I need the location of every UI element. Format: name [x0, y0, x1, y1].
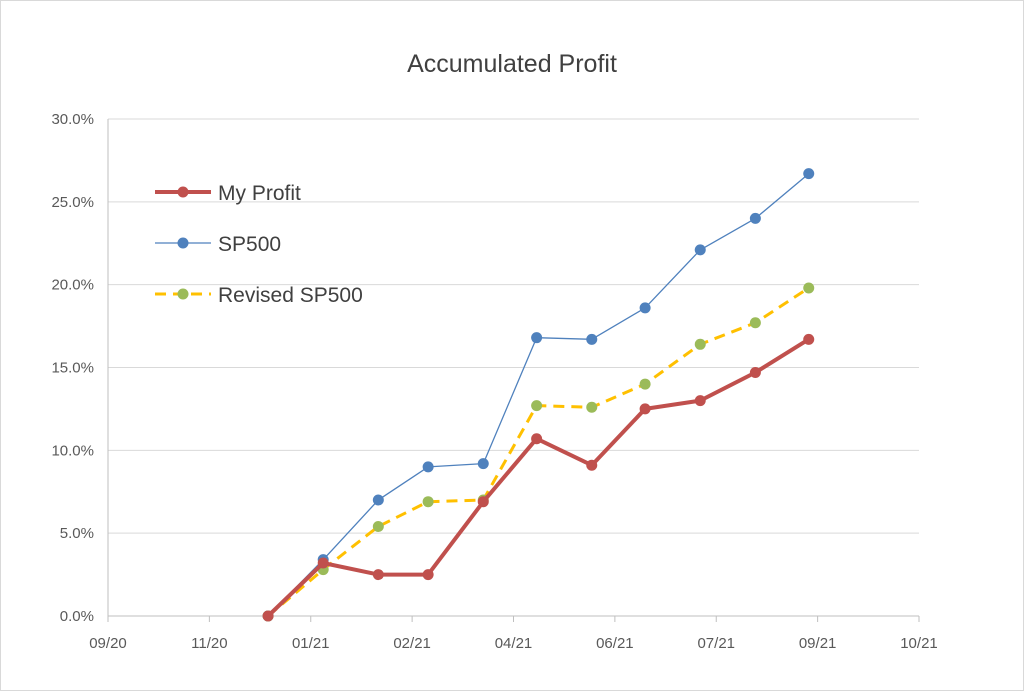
data-point	[422, 461, 434, 473]
x-tick-label: 01/21	[292, 635, 330, 652]
axes: 0.0% 5.0% 10.0% 15.0% 20.0% 25.0% 30.0% 09/20 11…	[51, 111, 937, 652]
gridlines	[108, 118, 919, 534]
data-point	[694, 244, 706, 256]
y-tick-label: 10.0%	[51, 442, 94, 459]
data-point	[586, 459, 598, 471]
y-tick-label: 25.0%	[51, 194, 94, 211]
legend: My Profit SP500 Revised SP500	[155, 182, 363, 307]
data-point	[422, 496, 434, 508]
data-point	[372, 494, 384, 506]
data-point	[639, 378, 651, 390]
data-point	[372, 521, 384, 533]
data-point	[372, 569, 384, 581]
data-point	[317, 557, 329, 569]
chart-title: Accumulated Profit	[407, 50, 617, 78]
y-tick-label: 5.0%	[60, 525, 94, 542]
legend-item: My Profit	[155, 182, 301, 205]
data-point	[531, 332, 543, 344]
data-point	[586, 333, 598, 345]
data-point	[749, 366, 761, 378]
y-tick-label: 15.0%	[51, 360, 94, 377]
x-tick-label: 07/21	[697, 635, 735, 652]
x-tick-label: 10/21	[900, 635, 938, 652]
data-point	[477, 458, 489, 470]
y-tick-label: 0.0%	[60, 608, 94, 625]
legend-marker	[177, 237, 189, 249]
legend-item: Revised SP500	[155, 284, 363, 307]
x-tick-label: 09/20	[89, 635, 127, 652]
x-tick-label: 11/20	[191, 635, 227, 652]
data-point	[639, 302, 651, 314]
x-tick-label: 06/21	[596, 635, 634, 652]
data-point	[749, 212, 761, 224]
legend-marker	[177, 288, 189, 300]
data-point	[749, 317, 761, 329]
y-tick-label: 30.0%	[51, 111, 94, 128]
series-my-profit	[262, 333, 815, 622]
series-group	[262, 168, 815, 622]
legend-label: SP500	[218, 233, 281, 256]
data-point	[262, 610, 274, 622]
series-line	[266, 337, 810, 618]
y-tick-label: 20.0%	[51, 277, 94, 294]
data-point	[803, 333, 815, 345]
data-point	[531, 400, 543, 412]
x-tick-label: 02/21	[393, 635, 431, 652]
series-line	[267, 173, 810, 617]
data-point	[803, 168, 815, 180]
x-tick-label: 04/21	[495, 635, 533, 652]
legend-label: My Profit	[218, 182, 301, 205]
x-tick-label: 09/21	[799, 635, 837, 652]
data-point	[477, 496, 489, 508]
data-point	[422, 569, 434, 581]
data-point	[803, 282, 815, 294]
legend-item: SP500	[155, 233, 281, 256]
legend-marker	[177, 186, 189, 198]
data-point	[639, 403, 651, 415]
legend-label: Revised SP500	[218, 284, 363, 307]
data-point	[586, 401, 598, 413]
data-point	[694, 338, 706, 350]
data-point	[694, 395, 706, 407]
data-point	[531, 433, 543, 445]
